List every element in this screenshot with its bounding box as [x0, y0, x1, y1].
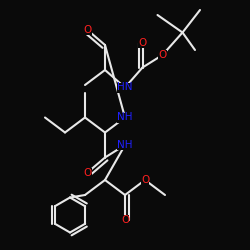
Text: O: O: [138, 38, 146, 48]
Text: NH: NH: [117, 140, 133, 150]
Text: O: O: [121, 215, 129, 225]
Text: O: O: [158, 50, 166, 60]
Text: O: O: [141, 175, 149, 185]
Text: O: O: [84, 25, 92, 35]
Text: O: O: [84, 168, 92, 177]
Text: NH: NH: [117, 112, 133, 122]
Text: HN: HN: [117, 82, 133, 92]
